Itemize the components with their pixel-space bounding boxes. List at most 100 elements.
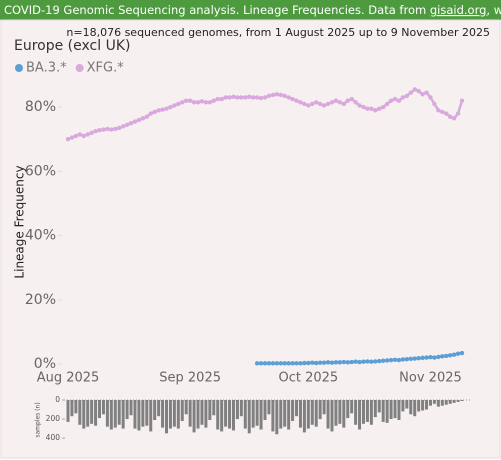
bar xyxy=(275,400,279,435)
header-text: COVID-19 Genomic Sequencing analysis. Li… xyxy=(4,3,501,17)
bar xyxy=(161,400,165,428)
data-point xyxy=(215,96,220,102)
bar xyxy=(373,400,377,418)
chart-title: Europe (excl UK) xyxy=(14,38,130,54)
bar xyxy=(342,400,346,428)
bar xyxy=(346,400,350,419)
legend-marker xyxy=(15,64,23,72)
data-point xyxy=(306,103,311,108)
data-point xyxy=(396,98,402,103)
bar xyxy=(267,400,271,415)
data-point xyxy=(282,361,287,366)
bar xyxy=(393,400,397,419)
data-point xyxy=(298,361,303,366)
bar xyxy=(448,400,452,404)
bar xyxy=(192,400,196,433)
bar xyxy=(425,400,429,410)
data-point xyxy=(180,100,185,105)
data-point xyxy=(392,96,398,102)
data-point xyxy=(408,356,413,362)
bar xyxy=(460,400,464,401)
bar xyxy=(86,400,90,427)
header-bar xyxy=(0,0,501,20)
data-point xyxy=(377,358,382,364)
bar xyxy=(105,400,109,427)
bar xyxy=(137,400,141,431)
panel xyxy=(0,19,501,459)
data-point xyxy=(459,98,465,103)
bar xyxy=(432,400,436,404)
bar xyxy=(82,400,86,429)
data-point xyxy=(152,109,157,115)
bar xyxy=(381,400,385,422)
data-point xyxy=(247,94,252,100)
data-point xyxy=(270,361,276,366)
bar xyxy=(196,400,200,429)
bar xyxy=(133,400,137,429)
data-point xyxy=(329,100,335,105)
data-point xyxy=(345,98,350,103)
bar xyxy=(212,400,216,416)
bar xyxy=(70,400,74,417)
data-point xyxy=(388,98,394,103)
bar xyxy=(334,400,338,426)
data-point xyxy=(144,114,149,119)
data-point xyxy=(266,361,272,366)
data-point xyxy=(250,95,256,100)
bar xyxy=(440,400,444,406)
samples-axis-label: samples (n) xyxy=(35,402,42,437)
legend-label: BA.3.* xyxy=(26,61,67,76)
data-point xyxy=(373,108,378,113)
legend-marker xyxy=(75,64,84,72)
bar xyxy=(66,400,70,422)
data-point xyxy=(302,360,307,366)
y-tick-label: 0 xyxy=(55,395,60,404)
bar xyxy=(389,400,393,420)
data-point xyxy=(109,127,114,132)
data-point xyxy=(317,360,323,365)
data-point xyxy=(353,100,358,105)
data-point xyxy=(314,100,319,105)
bar xyxy=(456,400,460,402)
header-segment: COVID-19 Genomic Sequencing analysis. Li… xyxy=(4,3,430,17)
data-point xyxy=(432,101,437,107)
header-segment: , with xyxy=(486,3,501,17)
data-point xyxy=(223,95,228,100)
bar xyxy=(358,400,362,430)
bar xyxy=(283,400,287,427)
data-point xyxy=(451,116,457,121)
data-point xyxy=(428,95,433,100)
data-point xyxy=(400,357,406,362)
data-point xyxy=(124,122,130,127)
bar xyxy=(322,400,326,415)
bar xyxy=(224,400,228,427)
bar xyxy=(235,400,239,420)
y-axis-label: Lineage Frequency xyxy=(13,165,27,278)
data-point xyxy=(294,361,299,366)
bar xyxy=(247,400,251,434)
data-point xyxy=(373,359,378,364)
data-point xyxy=(211,98,216,103)
data-point xyxy=(455,351,461,356)
data-point xyxy=(420,92,425,97)
bar xyxy=(354,400,358,425)
data-point xyxy=(428,355,433,360)
data-point xyxy=(113,126,118,132)
data-point xyxy=(97,128,102,133)
bar xyxy=(113,400,117,428)
bar xyxy=(365,400,369,422)
data-point xyxy=(345,360,350,365)
data-point xyxy=(227,95,232,100)
bar xyxy=(350,400,354,414)
bar xyxy=(168,400,172,429)
data-point xyxy=(455,111,461,116)
data-point xyxy=(447,353,453,358)
bar xyxy=(326,400,330,429)
data-point xyxy=(412,356,417,361)
bar xyxy=(109,400,113,430)
data-point xyxy=(306,360,311,366)
data-point xyxy=(286,95,291,100)
bar xyxy=(184,400,188,415)
bar xyxy=(243,400,247,429)
